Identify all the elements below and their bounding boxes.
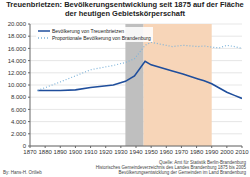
svg-text:6.000: 6.000 [11, 107, 27, 113]
svg-text:1940: 1940 [129, 149, 143, 155]
svg-text:16.000: 16.000 [8, 46, 27, 52]
svg-text:8.000: 8.000 [11, 94, 27, 100]
html-text:Bevölkerungsentwicklung der Ge: Bevölkerungsentwicklung der Gemeinden im… [118, 170, 246, 176]
svg-text:1920: 1920 [99, 149, 113, 155]
html-text:Historisches Gemeindeverzeichn: Historisches Gemeindeverzeichnis des Lan… [95, 165, 246, 171]
svg-text:10.000: 10.000 [8, 82, 27, 88]
svg-text:1880: 1880 [38, 149, 52, 155]
svg-text:1960: 1960 [160, 149, 174, 155]
html-text:Treuenbrietzen: Bevölkerungsen: Treuenbrietzen: Bevölkerungsentwicklung … [6, 0, 244, 18]
svg-text:1890: 1890 [54, 149, 68, 155]
html-text:Proportionale Bevölkerung von: Proportionale Bevölkerung von Brandenbur… [52, 34, 151, 41]
svg-text:0: 0 [23, 143, 27, 149]
svg-text:12.000: 12.000 [8, 70, 27, 76]
html-text:Quelle: Amt für Statistik Berl: Quelle: Amt für Statistik Berlin-Branden… [159, 160, 246, 166]
svg-text:1900: 1900 [69, 149, 83, 155]
svg-text:1910: 1910 [84, 149, 98, 155]
svg-text:2.000: 2.000 [11, 131, 27, 137]
svg-text:1970: 1970 [175, 149, 189, 155]
svg-text:1990: 1990 [205, 149, 219, 155]
html-text:Bevölkerung von Treuenbrietzen: Bevölkerung von Treuenbrietzen [52, 28, 124, 34]
html-text:By: Hans-H. Ortlieb: By: Hans-H. Ortlieb [3, 170, 42, 175]
svg-text:1930: 1930 [114, 149, 128, 155]
svg-text:4.000: 4.000 [11, 119, 27, 125]
svg-text:1950: 1950 [144, 149, 158, 155]
svg-text:1980: 1980 [190, 149, 204, 155]
svg-text:18.000: 18.000 [8, 33, 27, 39]
svg-text:14.000: 14.000 [8, 58, 27, 64]
svg-text:20.000: 20.000 [8, 21, 27, 27]
svg-text:2000: 2000 [220, 149, 234, 155]
svg-text:1870: 1870 [23, 149, 37, 155]
svg-text:2010: 2010 [235, 149, 242, 155]
